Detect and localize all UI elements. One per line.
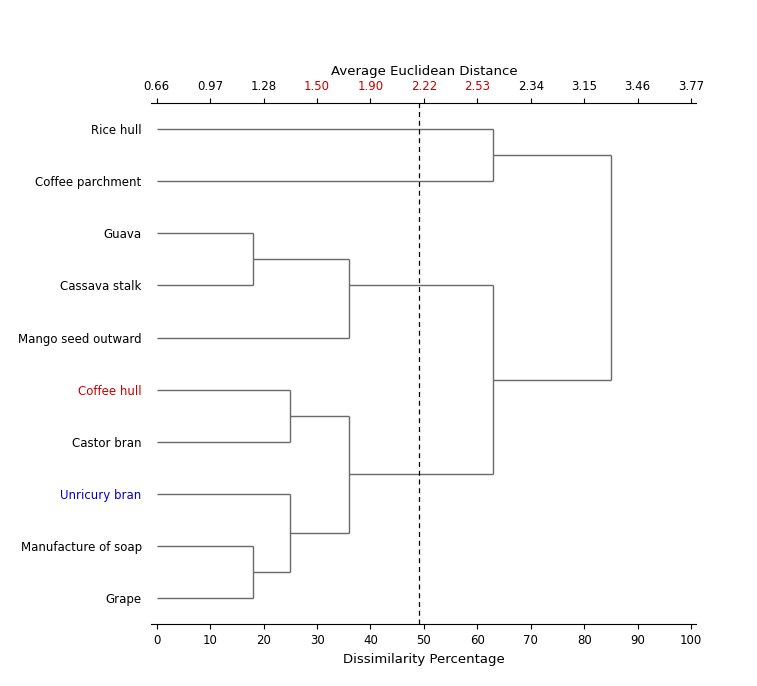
X-axis label: Dissimilarity Percentage: Dissimilarity Percentage <box>343 652 505 665</box>
X-axis label: Average Euclidean Distance: Average Euclidean Distance <box>331 64 517 78</box>
